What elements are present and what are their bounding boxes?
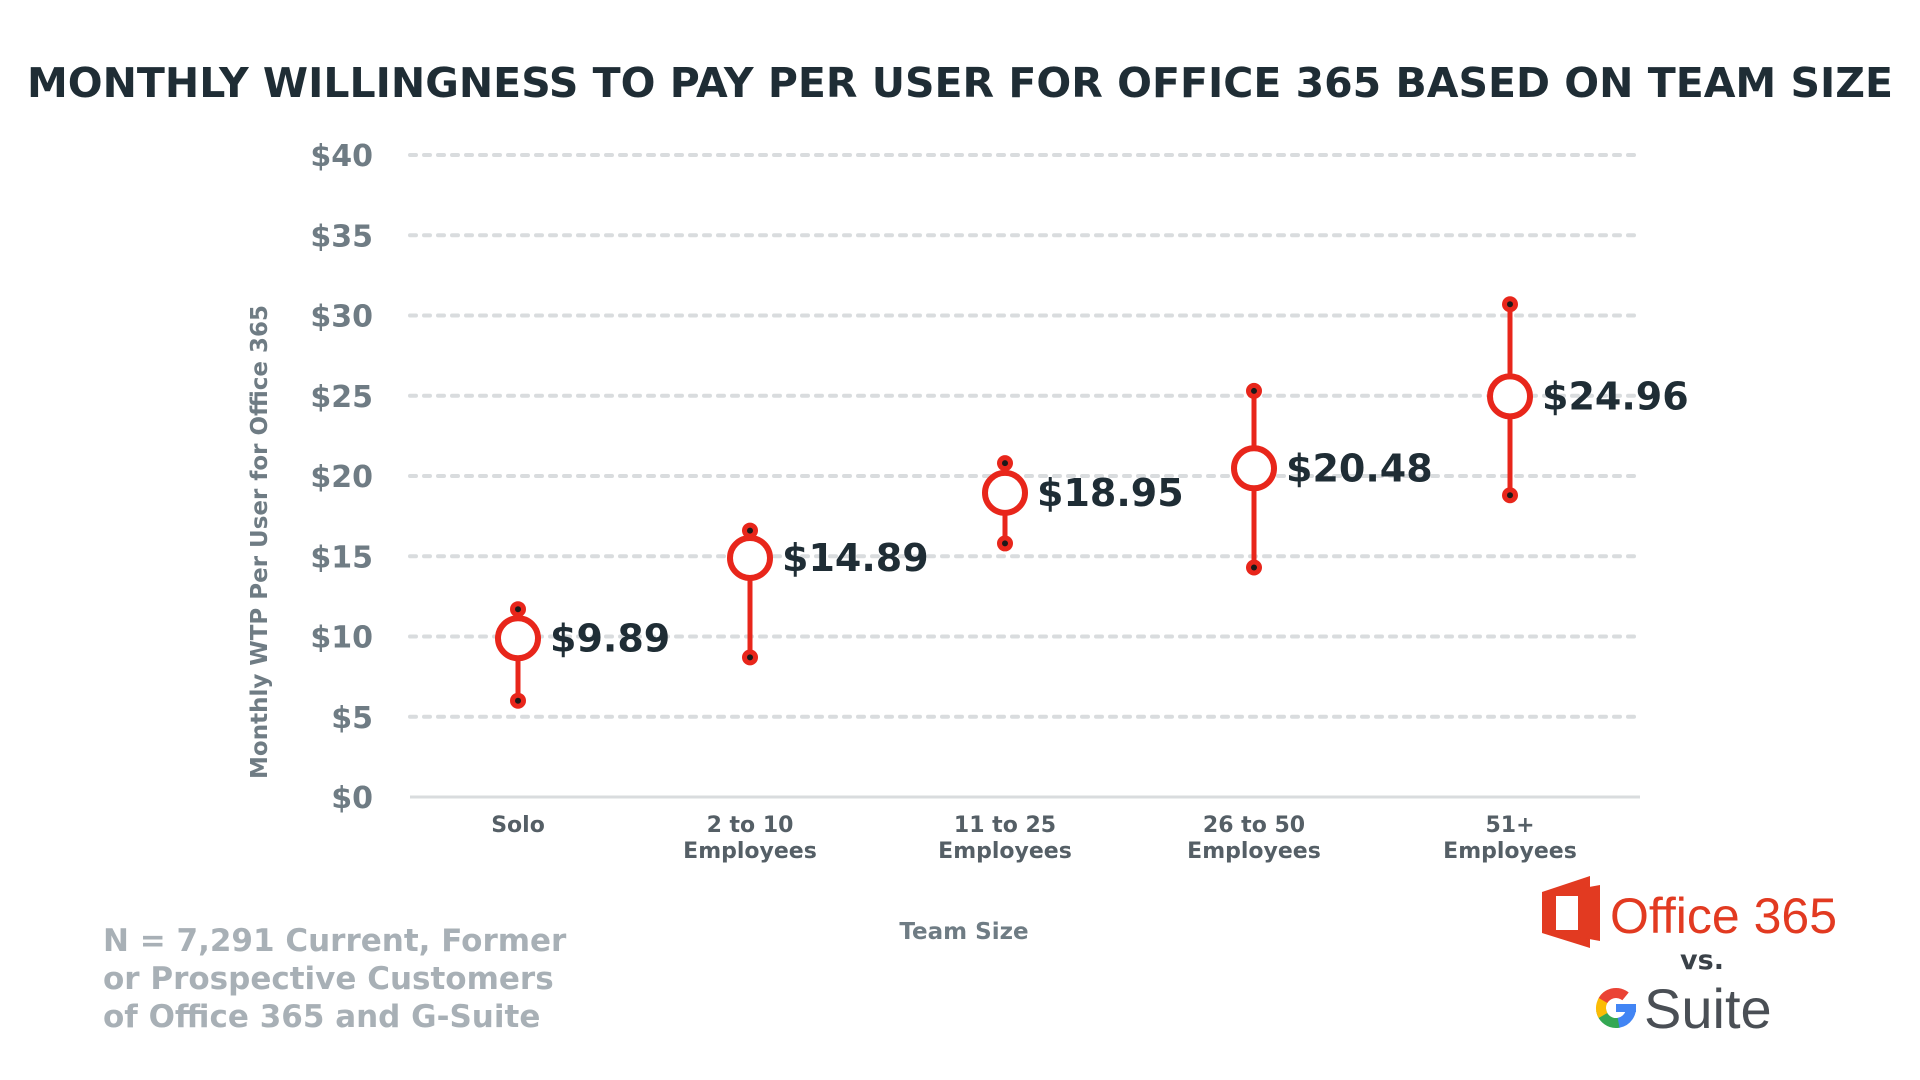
mean-point	[1231, 445, 1277, 492]
low-marker-core	[1002, 540, 1008, 547]
note-line-2: or Prospective Customers	[103, 961, 554, 997]
low-marker-core	[1251, 564, 1257, 571]
high-marker-core	[747, 527, 753, 534]
low-marker-core	[747, 654, 753, 661]
mean-point	[982, 469, 1028, 516]
y-axis-ticks: $0 $5 $10 $15 $20 $25 $30 $35 $40	[310, 139, 373, 816]
y-axis-label: Monthly WTP Per User for Office 365	[247, 305, 273, 779]
x-tick-label: Employees	[1443, 839, 1577, 864]
x-tick-label: 11 to 25	[954, 813, 1056, 838]
x-tick-label: 51+	[1485, 813, 1534, 838]
vs-text: vs.	[1680, 945, 1724, 976]
value-label: $9.89	[550, 616, 670, 660]
google-g-icon	[1596, 988, 1636, 1028]
note-line-3: of Office 365 and G-Suite	[103, 999, 540, 1035]
y-tick-label: $10	[310, 621, 373, 656]
value-label: $18.95	[1037, 471, 1184, 515]
y-tick-label: $15	[310, 540, 373, 575]
office365-wordmark: Office 365	[1610, 888, 1837, 944]
y-tick-label: $0	[331, 781, 373, 816]
y-tick-label: $5	[331, 701, 373, 736]
high-marker-core	[515, 606, 521, 613]
x-tick-label: Employees	[938, 839, 1072, 864]
x-axis-label: Team Size	[899, 919, 1028, 945]
y-tick-label: $35	[310, 219, 373, 254]
low-marker-core	[1507, 492, 1513, 499]
note-line-1: N = 7,291 Current, Former	[103, 923, 567, 959]
value-label: $14.89	[782, 536, 929, 580]
y-tick-label: $30	[310, 300, 373, 335]
high-marker-core	[1002, 460, 1008, 467]
y-tick-label: $20	[310, 460, 373, 495]
chart-title: MONTHLY WILLINGNESS TO PAY PER USER FOR …	[27, 59, 1893, 107]
high-marker-core	[1507, 301, 1513, 308]
sample-note: N = 7,291 Current, Former or Prospective…	[103, 923, 567, 1035]
x-tick-label: Solo	[491, 813, 545, 838]
gridlines	[408, 153, 1642, 719]
low-marker-core	[515, 697, 521, 704]
mean-point	[727, 535, 773, 582]
mean-point	[495, 615, 541, 662]
value-label: $20.48	[1286, 446, 1433, 490]
x-tick-label: Employees	[1187, 839, 1321, 864]
value-label: $24.96	[1542, 374, 1689, 418]
x-tick-label: Employees	[683, 839, 817, 864]
mean-point	[1487, 373, 1533, 420]
data-marks: $9.89 $14.89 $18.95 $20.48 $24.96	[495, 296, 1689, 709]
x-tick-label: 26 to 50	[1203, 813, 1305, 838]
office-logo-icon	[1542, 876, 1600, 948]
high-marker-core	[1251, 387, 1257, 394]
y-tick-label: $25	[310, 380, 373, 415]
gsuite-wordmark: Suite	[1644, 977, 1772, 1040]
y-tick-label: $40	[310, 139, 373, 174]
x-tick-label: 2 to 10	[707, 813, 794, 838]
